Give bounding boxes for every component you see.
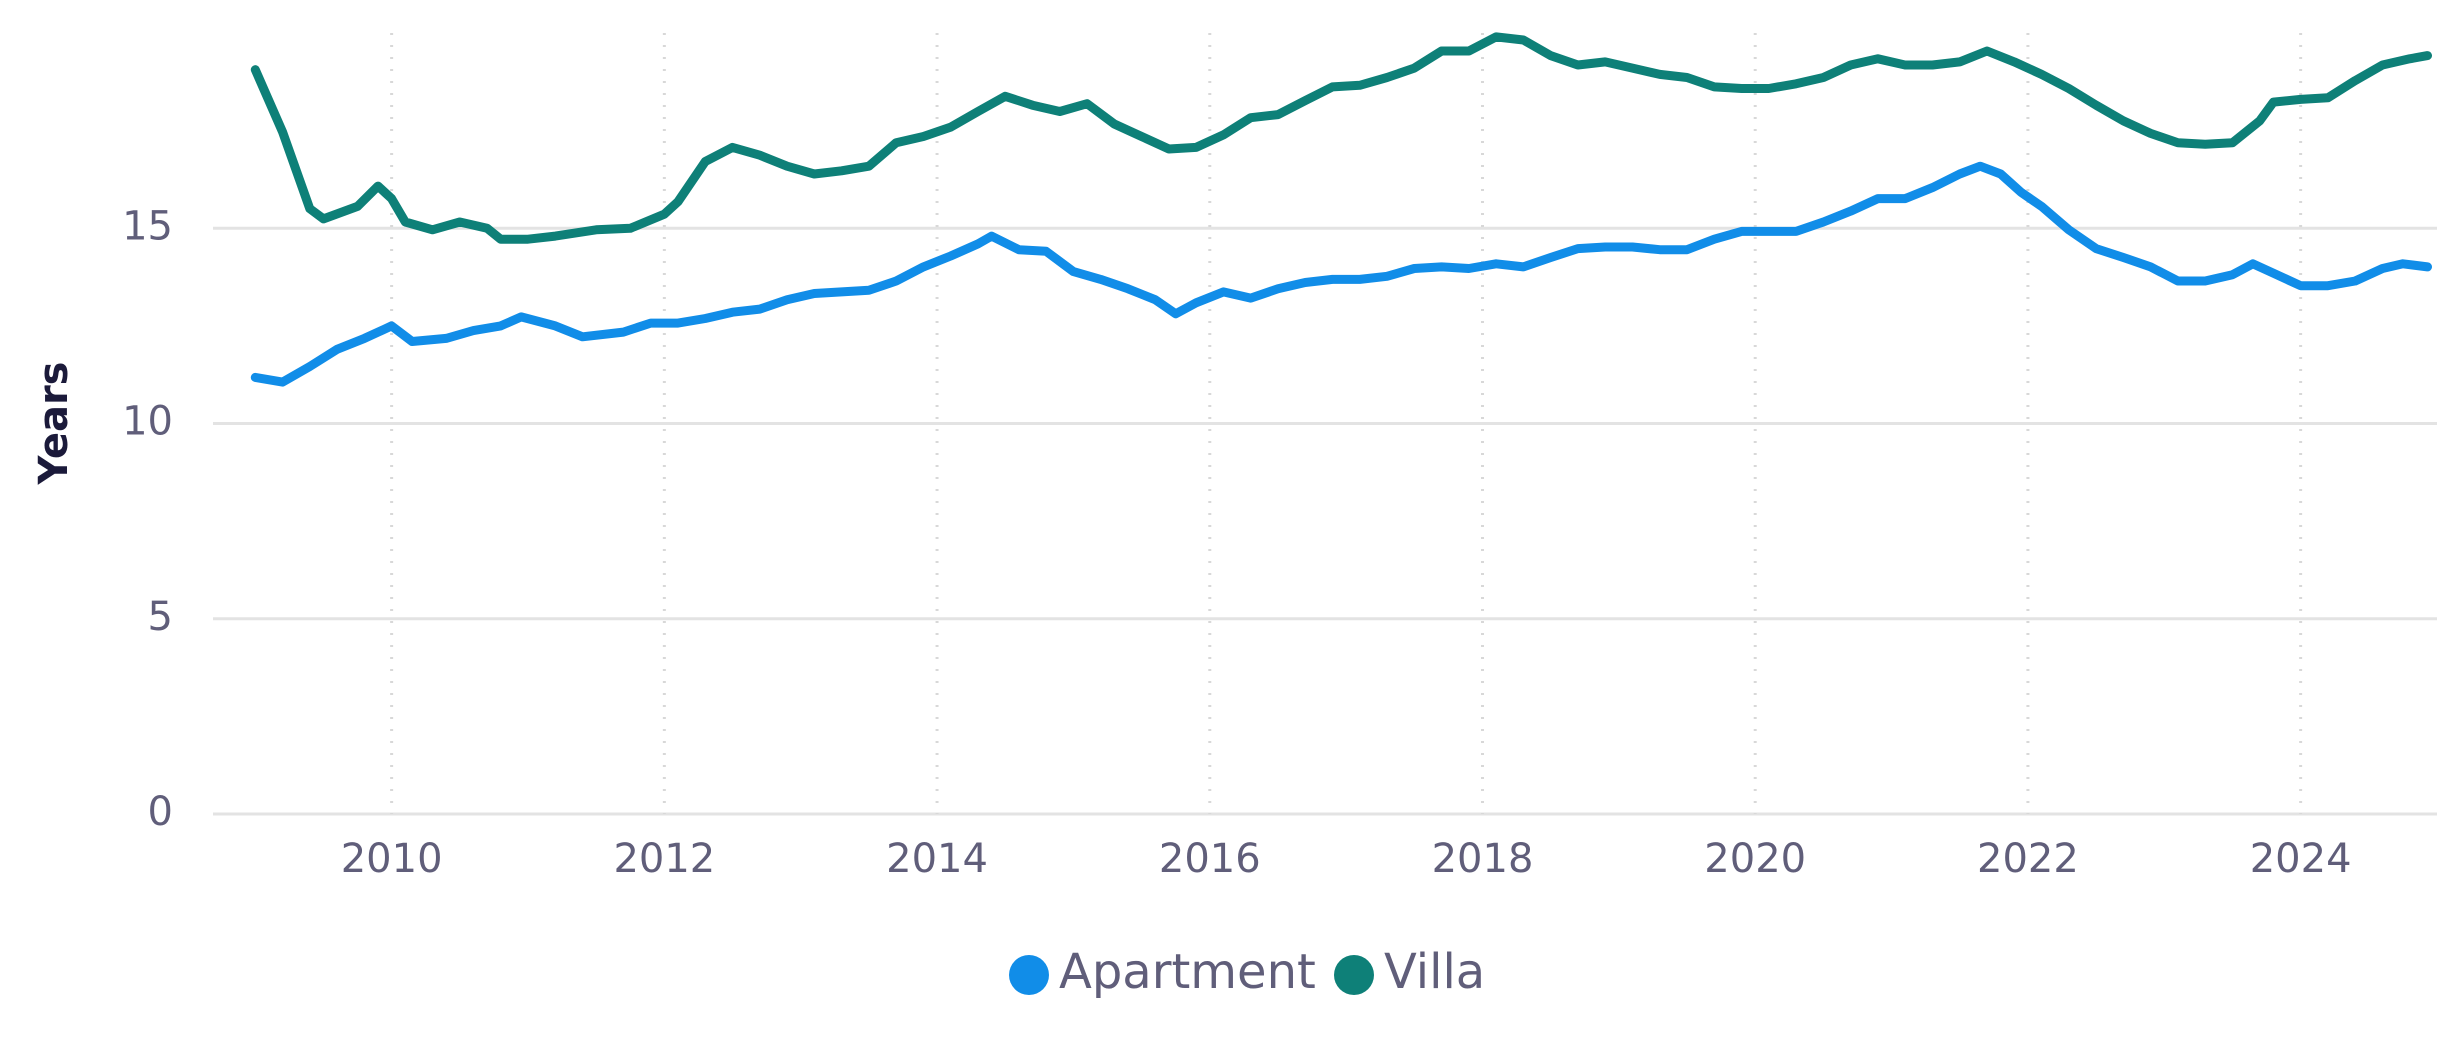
legend-label: Villa [1384, 944, 1485, 1000]
x-tick-label: 2020 [1704, 836, 1806, 882]
y-tick-label: 15 [122, 203, 173, 249]
y-tick-label: 0 [148, 789, 173, 835]
x-tick-label: 2018 [1432, 836, 1534, 882]
y-tick-label: 10 [122, 399, 173, 445]
y-tick-label: 5 [148, 594, 173, 640]
x-tick-label: 2024 [2250, 836, 2352, 882]
x-tick-label: 2016 [1159, 836, 1261, 882]
legend-swatch [1009, 955, 1049, 995]
y-axis-label: Years [31, 362, 77, 486]
line [250, 32, 2432, 244]
line [250, 161, 2432, 387]
legend-label: Apartment [1059, 944, 1316, 1000]
x-tick-label: 2012 [613, 836, 715, 882]
x-tick-label: 2010 [341, 836, 443, 882]
legend-swatch [1334, 955, 1374, 995]
x-tick-label: 2022 [1977, 836, 2079, 882]
x-tick-label: 2014 [886, 836, 988, 882]
